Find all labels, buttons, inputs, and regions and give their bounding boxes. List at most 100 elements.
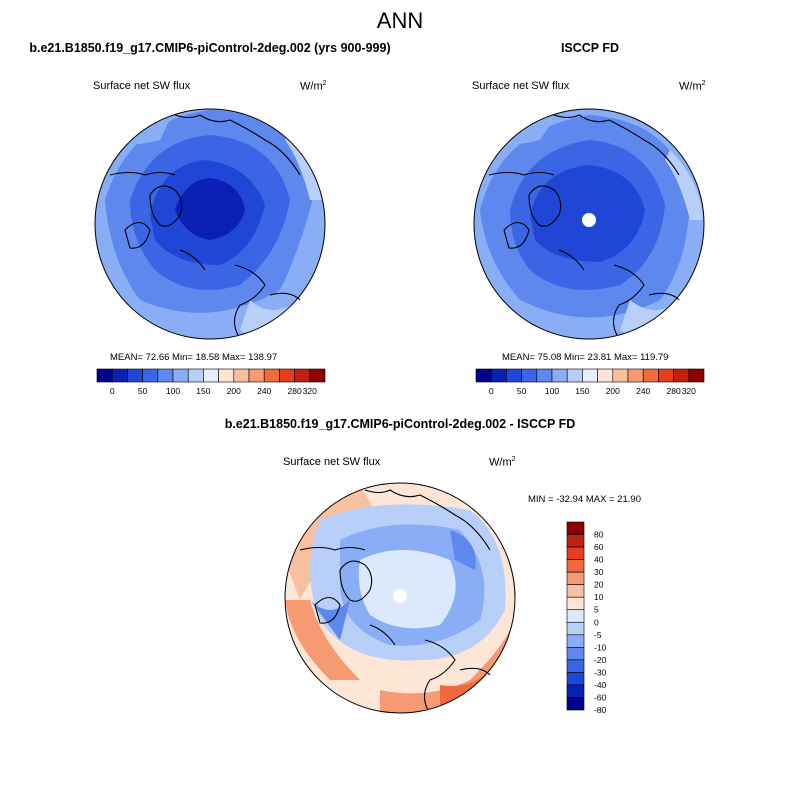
panel3-colorbar-swatch bbox=[566, 534, 585, 548]
panel1-colorbar-tick-label: 240 bbox=[257, 386, 271, 396]
panel1-colorbar-swatch bbox=[172, 368, 189, 383]
panel3-colorbar-tick-label: 60 bbox=[594, 542, 604, 552]
panel1-colorbar-swatch bbox=[187, 368, 204, 383]
panel1-colorbar-swatch bbox=[233, 368, 250, 383]
panel3-variable: Surface net SW flux bbox=[283, 456, 381, 468]
panel2-colorbar-swatch bbox=[475, 368, 492, 383]
panel3-colorbar: 80 60 40 30 20 10 5 0 -5 -10 -20 -30 -40 -60 -80 bbox=[566, 521, 607, 715]
panel3-colorbar-tick-label: -60 bbox=[594, 692, 607, 702]
panel2-colorbar-swatch bbox=[627, 368, 644, 383]
panel3-colorbar-swatch bbox=[566, 697, 585, 711]
panel1-colorbar-tick-label: 0 bbox=[110, 386, 115, 396]
panel3-colorbar-swatch bbox=[566, 596, 585, 611]
panel3-colorbar-swatch bbox=[566, 672, 585, 686]
panel2-title: ISCCP FD bbox=[560, 41, 620, 55]
panel2-colorbar-swatch bbox=[597, 368, 614, 383]
panel2-variable: Surface net SW flux bbox=[472, 80, 570, 92]
panel2-colorbar-swatch bbox=[612, 368, 629, 383]
panel2-colorbar-swatch bbox=[642, 368, 659, 383]
panel3-colorbar-swatch bbox=[566, 609, 585, 623]
panel2-colorbar-tick-label: 100 bbox=[545, 386, 559, 396]
panel1-colorbar-swatch bbox=[248, 368, 265, 383]
panel3-colorbar-tick-label: 0 bbox=[594, 617, 599, 627]
panel2-colorbar-tick-label: 320 bbox=[682, 386, 696, 396]
panel3-colorbar-swatch bbox=[566, 559, 585, 573]
panel2-colorbar: 0 50 100 150 200 240 280 320 bbox=[475, 368, 705, 396]
panel3-coastlines bbox=[299, 489, 491, 711]
panel1-colorbar-swatch bbox=[111, 368, 128, 383]
panel2-colorbar-swatch bbox=[551, 368, 568, 383]
panel1-colorbar-swatch bbox=[157, 368, 174, 383]
panel3-map-border bbox=[284, 482, 516, 714]
panel2-colorbar-swatch bbox=[582, 368, 598, 383]
panel1-colorbar-tick-label: 320 bbox=[303, 386, 317, 396]
panel2-colorbar-swatch bbox=[688, 368, 705, 383]
page-title: ANN bbox=[376, 8, 424, 33]
panel1-map-border bbox=[94, 108, 326, 340]
panel3-colorbar-swatch bbox=[566, 647, 585, 661]
panel1-variable: Surface net SW flux bbox=[93, 80, 191, 92]
panel2-colorbar-tick-label: 50 bbox=[517, 386, 527, 396]
panel1-colorbar-tick-label: 150 bbox=[196, 386, 210, 396]
panel3-colorbar-tick-label: -20 bbox=[594, 655, 607, 665]
panel1-colorbar-swatch bbox=[309, 368, 326, 383]
panel2-colorbar-tick-label: 200 bbox=[606, 386, 620, 396]
panel1-colorbar-swatch bbox=[263, 368, 280, 383]
panel3-colorbar-tick-label: 20 bbox=[594, 580, 604, 590]
panel3-colorbar-swatch bbox=[566, 621, 585, 636]
panel2-colorbar-swatch bbox=[490, 368, 507, 383]
panel1-colorbar-tick-label: 100 bbox=[166, 386, 180, 396]
panel2-colorbar-swatch bbox=[506, 368, 522, 383]
panel1-colorbar-swatch bbox=[96, 368, 113, 383]
panel3-colorbar-tick-label: -10 bbox=[594, 642, 607, 652]
panel1-map bbox=[95, 109, 325, 339]
panel2-colorbar-tick-label: 240 bbox=[636, 386, 650, 396]
panel3-stats: MIN = -32.94 MAX = 21.90 bbox=[528, 494, 642, 505]
panel2-colorbar-tick-label: 0 bbox=[489, 386, 494, 396]
panel1-colorbar-swatch bbox=[142, 368, 159, 383]
panel1-units: W/m2 bbox=[300, 80, 327, 93]
panel2-colorbar-swatch bbox=[521, 368, 538, 383]
panel1-colorbar-swatch bbox=[218, 368, 235, 383]
panel2-map-border bbox=[473, 108, 705, 340]
panel3-missing-pole bbox=[393, 589, 407, 603]
panel2-units: W/m2 bbox=[679, 80, 706, 93]
panel3-colorbar-tick-label: -30 bbox=[594, 667, 607, 677]
panel3-colorbar-tick-label: -40 bbox=[594, 680, 607, 690]
panel2-stats: MEAN= 75.08 Min= 23.81 Max= 119.79 bbox=[502, 352, 669, 363]
panel1-colorbar: 0 50 100 150 200 240 280 320 bbox=[96, 368, 326, 396]
panel3-units: W/m2 bbox=[489, 456, 516, 469]
panel1-colorbar-swatch bbox=[127, 368, 143, 383]
panel3-colorbar-swatch bbox=[566, 684, 585, 698]
panel1-colorbar-tick-label: 200 bbox=[227, 386, 241, 396]
panel1-colorbar-swatch bbox=[294, 368, 311, 383]
panel3-colorbar-tick-label: 80 bbox=[594, 530, 604, 540]
panel3-colorbar-swatch bbox=[566, 546, 585, 560]
panel1-colorbar-tick-label: 280 bbox=[288, 386, 302, 396]
panel3-title: b.e21.B1850.f19_g17.CMIP6-piControl-2deg… bbox=[224, 417, 576, 431]
panel1-title: b.e21.B1850.f19_g17.CMIP6-piControl-2deg… bbox=[29, 41, 391, 55]
panel3-colorbar-tick-label: 40 bbox=[594, 555, 604, 565]
panel1-colorbar-swatch bbox=[203, 368, 219, 383]
panel2-colorbar-tick-label: 150 bbox=[575, 386, 589, 396]
panel2-colorbar-swatch bbox=[673, 368, 690, 383]
panel1-colorbar-swatch bbox=[279, 368, 295, 383]
panel2-missing-pole bbox=[582, 213, 596, 227]
panel1-colorbar-tick-label: 50 bbox=[138, 386, 148, 396]
panel2-colorbar-swatch bbox=[566, 368, 583, 383]
panel3-colorbar-tick-label: -80 bbox=[594, 705, 607, 715]
panel3-colorbar-swatch bbox=[566, 584, 585, 598]
panel3-colorbar-swatch bbox=[566, 659, 585, 673]
panel2-colorbar-tick-label: 280 bbox=[667, 386, 681, 396]
panel3-colorbar-swatch bbox=[566, 571, 585, 585]
panel3-colorbar-tick-label: -5 bbox=[594, 630, 602, 640]
panel1-stats: MEAN= 72.66 Min= 18.58 Max= 138.97 bbox=[110, 352, 278, 363]
panel2-colorbar-swatch bbox=[536, 368, 553, 383]
panel2-colorbar-swatch bbox=[658, 368, 674, 383]
panel3-colorbar-swatch bbox=[566, 521, 585, 535]
panel3-colorbar-tick-label: 5 bbox=[594, 605, 599, 615]
panel3-colorbar-swatch bbox=[566, 634, 585, 648]
panel3-colorbar-tick-label: 10 bbox=[594, 592, 604, 602]
panel3-colorbar-tick-label: 30 bbox=[594, 567, 604, 577]
